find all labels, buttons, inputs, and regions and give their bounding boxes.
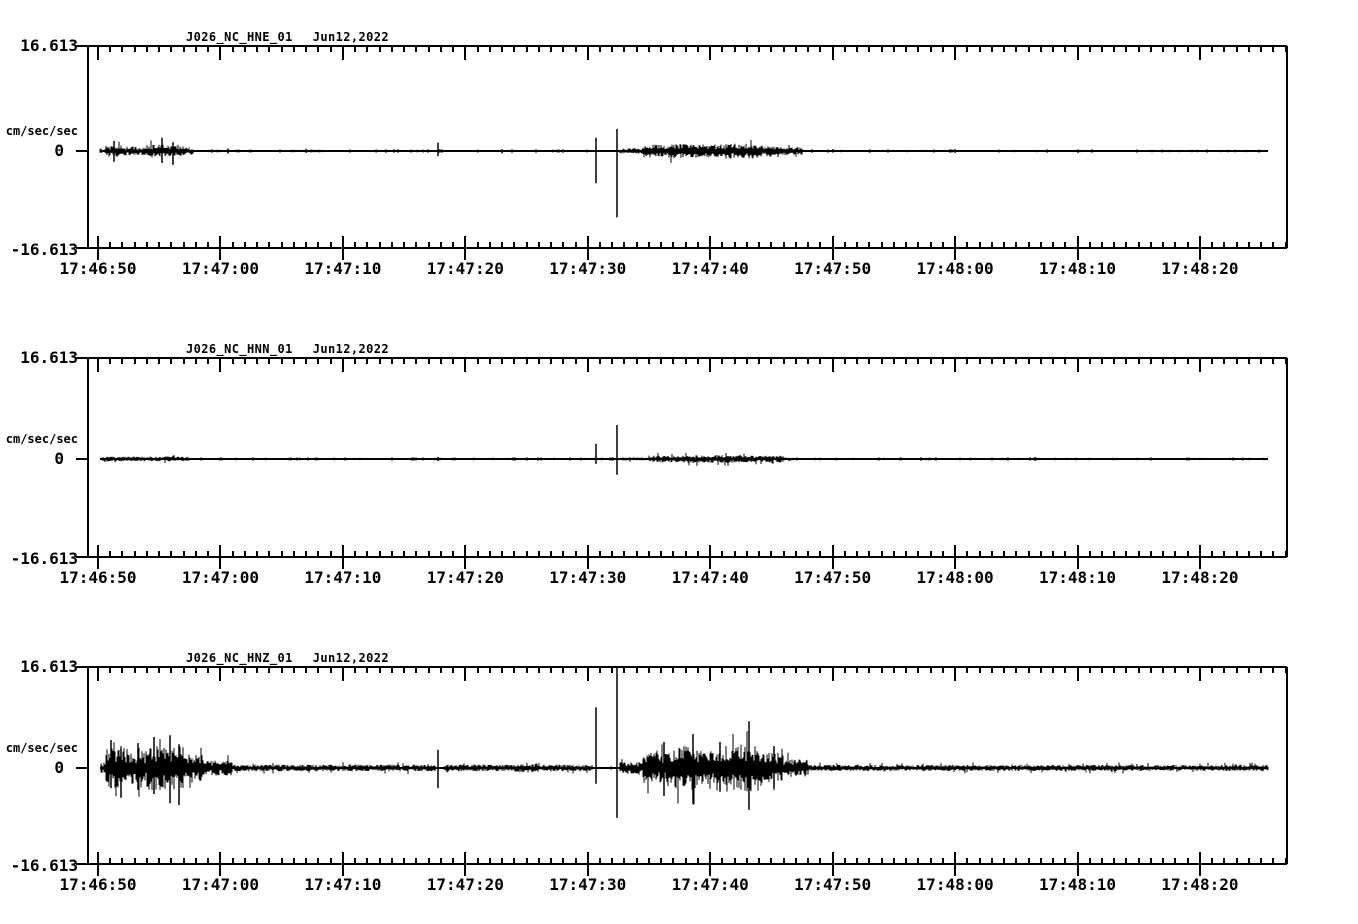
plot-frame <box>76 357 1288 558</box>
waveform-noise <box>100 731 1269 805</box>
waveform-spikes <box>113 128 1079 218</box>
waveform-spikes <box>437 425 618 475</box>
waveform-spikes <box>110 668 775 818</box>
major-ticks <box>97 667 1201 876</box>
major-ticks <box>97 358 1201 569</box>
plot-frame <box>76 45 1288 249</box>
waveform-noise <box>99 140 1260 163</box>
minor-ticks <box>109 667 1287 864</box>
plot-frame <box>76 666 1288 865</box>
minor-ticks <box>109 358 1287 557</box>
waveform-noise <box>101 453 1266 466</box>
major-ticks <box>97 46 1201 260</box>
minor-ticks <box>109 46 1287 248</box>
